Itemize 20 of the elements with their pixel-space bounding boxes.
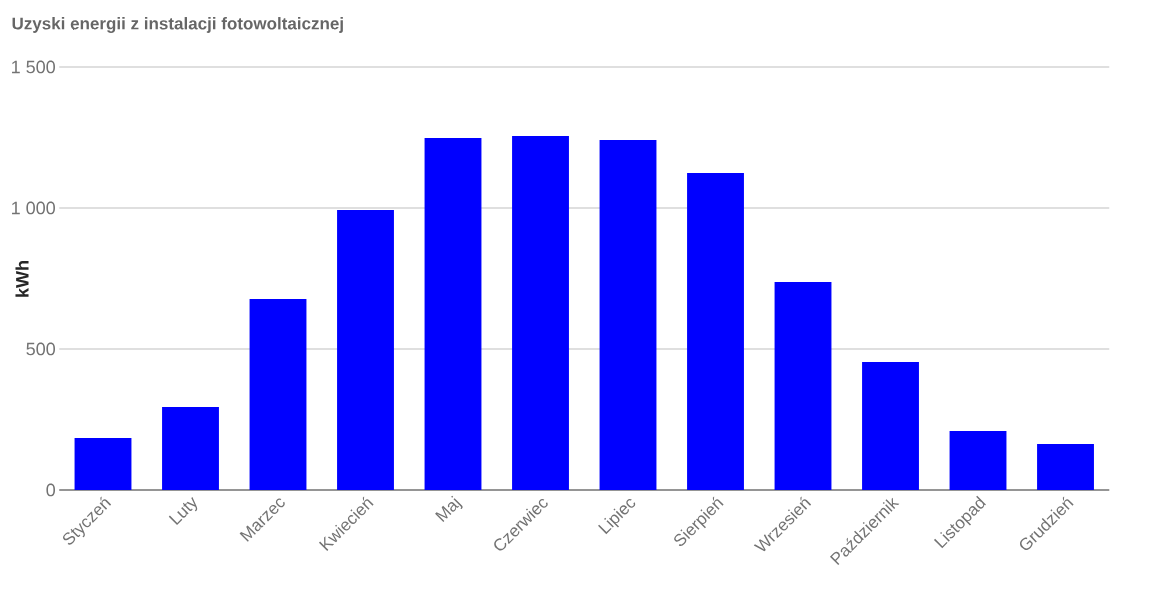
x-tick-label: Luty [168, 496, 198, 525]
bar [599, 140, 657, 490]
bar [249, 299, 307, 490]
bar [687, 173, 744, 490]
bar [949, 431, 1007, 490]
y-tick-label: 500 [26, 342, 56, 356]
bar [512, 136, 569, 490]
y-tick-label: 1 000 [12, 201, 55, 215]
bar [337, 209, 394, 490]
x-tick-label: Maj [435, 495, 463, 523]
chart-title: Uzyski energii z instalacji fotowoltaicznej [12, 17, 343, 33]
y-axis-title: kWh [15, 261, 29, 297]
y-tick-label: 1 500 [12, 60, 55, 74]
bar [1037, 444, 1094, 490]
bar [162, 407, 219, 490]
bar [74, 438, 132, 490]
bar [424, 138, 482, 490]
bar [862, 361, 919, 490]
bar [774, 281, 832, 490]
y-tick-label: 0 [46, 483, 56, 497]
